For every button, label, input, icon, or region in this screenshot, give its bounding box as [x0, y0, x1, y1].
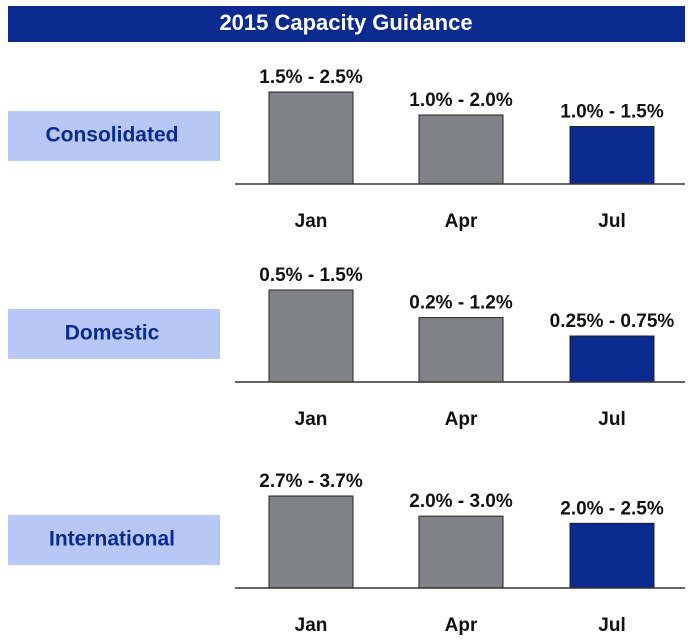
x-tick-label: Apr: [445, 615, 478, 636]
panel-label-box: [8, 111, 220, 161]
bar: [418, 114, 504, 185]
bar: [418, 515, 504, 589]
value-label: 2.0% - 2.5%: [560, 498, 664, 519]
panel-label-box: [8, 515, 220, 565]
bar: [418, 317, 504, 383]
bar: [268, 495, 354, 589]
page-title: 2015 Capacity Guidance: [219, 10, 472, 35]
x-tick-label: Jan: [295, 615, 328, 636]
panel-label-box: [8, 309, 220, 359]
value-label: 2.7% - 3.7%: [259, 471, 363, 492]
panel-label: International: [49, 528, 175, 551]
bar: [268, 289, 354, 383]
x-tick-label: Apr: [445, 409, 478, 430]
panel-label: Consolidated: [45, 124, 178, 147]
bar: [569, 522, 655, 589]
value-label: 0.25% - 0.75%: [550, 311, 675, 332]
x-tick-label: Jan: [295, 409, 328, 430]
value-label: 1.0% - 1.5%: [560, 102, 664, 123]
value-label: 2.0% - 3.0%: [409, 491, 513, 512]
panel-label: Domestic: [65, 322, 160, 345]
value-label: 0.2% - 1.2%: [409, 293, 513, 314]
value-label: 0.5% - 1.5%: [259, 265, 363, 286]
bar: [569, 335, 655, 383]
value-label: 1.5% - 2.5%: [259, 67, 363, 88]
x-tick-label: Jan: [295, 211, 328, 232]
x-tick-label: Apr: [445, 211, 478, 232]
value-label: 1.0% - 2.0%: [409, 90, 513, 111]
x-tick-label: Jul: [598, 615, 625, 636]
x-tick-label: Jul: [598, 211, 625, 232]
bar: [569, 126, 655, 185]
bar: [268, 91, 354, 185]
title-bar: [8, 6, 685, 42]
x-tick-label: Jul: [598, 409, 625, 430]
